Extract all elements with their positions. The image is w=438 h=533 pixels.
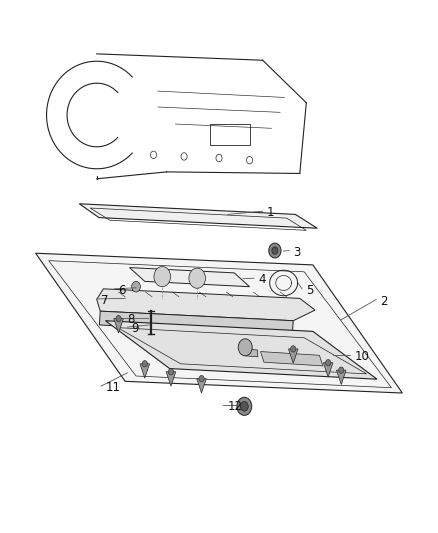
Circle shape [238, 339, 252, 356]
Circle shape [237, 397, 252, 415]
Circle shape [132, 281, 141, 292]
Circle shape [199, 375, 204, 382]
Polygon shape [114, 319, 124, 333]
Text: 2: 2 [381, 295, 388, 308]
Bar [210, 124, 250, 146]
Text: 9: 9 [132, 322, 139, 335]
Polygon shape [244, 349, 258, 357]
Circle shape [168, 368, 173, 375]
Circle shape [290, 346, 296, 352]
Polygon shape [140, 364, 150, 378]
Circle shape [240, 401, 248, 411]
Text: 4: 4 [258, 273, 266, 286]
Polygon shape [79, 204, 317, 228]
Text: 10: 10 [354, 350, 369, 364]
Circle shape [269, 243, 281, 258]
Text: 3: 3 [293, 246, 300, 259]
Text: 12: 12 [228, 400, 243, 413]
Polygon shape [130, 268, 250, 287]
Polygon shape [166, 372, 176, 386]
Text: 7: 7 [101, 294, 109, 307]
Polygon shape [288, 349, 298, 364]
Text: 11: 11 [106, 381, 120, 394]
Circle shape [142, 361, 148, 367]
Polygon shape [97, 289, 315, 321]
Text: 8: 8 [127, 313, 135, 326]
Polygon shape [99, 311, 293, 335]
Circle shape [272, 247, 278, 254]
Text: 5: 5 [306, 284, 314, 297]
Text: 6: 6 [119, 284, 126, 297]
Polygon shape [261, 352, 323, 366]
Circle shape [325, 360, 331, 366]
Circle shape [154, 266, 170, 287]
Polygon shape [336, 370, 346, 384]
Polygon shape [197, 378, 206, 393]
Polygon shape [106, 321, 377, 379]
Text: 1: 1 [267, 206, 275, 219]
Polygon shape [323, 363, 333, 377]
Polygon shape [35, 253, 403, 393]
Circle shape [189, 268, 205, 288]
Circle shape [339, 367, 344, 373]
Circle shape [116, 316, 121, 322]
